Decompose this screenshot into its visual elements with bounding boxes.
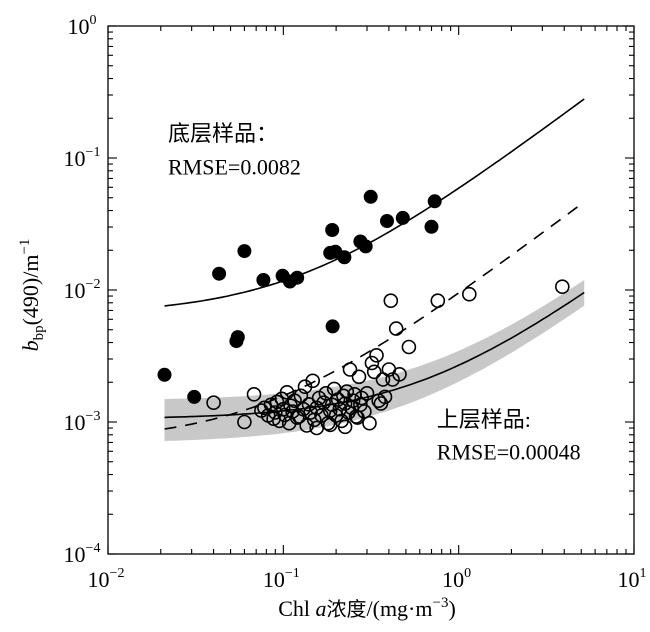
bottom-sample-point [290,270,305,285]
top-sample-point [342,362,358,377]
annotations-layer: 底层样品： RMSE=0.0082 上层样品: RMSE=0.00048 [168,121,581,465]
y-axis-label: bbp(490)/m−1 [17,239,47,352]
plot-frame [107,25,635,555]
bottom-sample-point [212,266,227,281]
top-sample-point [237,414,252,430]
bottom-sample-point [157,367,172,382]
fit-curve-0-solid [164,98,585,307]
bottom-sample-point [427,194,442,209]
top-sample-point [388,321,404,336]
top-sample-point [337,419,353,435]
x-tick-label: 10−1 [263,566,300,592]
top-sample-point [322,417,338,433]
bottom-sample-label: 底层样品： [168,121,278,146]
top-sample-point [364,355,380,371]
data-points-layer [157,189,570,436]
top-sample-point [362,415,377,431]
fit-curve-1-dashed [164,201,585,430]
top-sample-point [350,410,365,425]
x-tick-label: 10−2 [88,566,125,592]
bottom-sample-point [358,239,373,254]
x-tick-label: 100 [442,566,471,592]
top-sample-label: 上层样品: [437,407,531,432]
bottom-sample-point [256,273,271,287]
x-tick-label: 101 [618,566,647,592]
axis-ticks-layer [107,25,635,555]
y-tick-label: 100 [68,13,97,39]
y-tick-label: 10−2 [64,277,101,303]
top-sample-point [345,393,361,409]
x-axis-label: Chl a浓度/(mg·m−3) [278,595,456,621]
top-sample-rmse: RMSE=0.00048 [437,440,581,465]
top-sample-point [377,389,393,405]
bottom-sample-point [395,210,410,225]
top-sample-point [359,385,375,401]
top-sample-point [246,386,262,402]
bottom-sample-point [237,244,252,259]
y-tick-label: 10−1 [64,145,101,171]
top-sample-point [275,401,291,417]
top-sample-point [354,390,370,406]
top-sample-point [430,293,446,309]
top-sample-point [309,420,325,436]
top-sample-point [301,397,317,412]
bottom-sample-point [337,250,352,265]
top-sample-point [392,366,407,382]
top-sample-point [554,279,570,295]
top-sample-point [267,405,283,420]
top-sample-point [279,384,295,400]
bottom-sample-point [230,330,245,345]
bottom-sample-point [187,389,202,404]
tick-labels-layer: 10−2 10−1 100 101 10−4 10−3 10−2 10−1 100 [64,13,647,592]
top-sample-point [369,347,384,363]
top-sample-point [206,395,221,411]
bottom-sample-point [380,214,394,228]
y-tick-label: 10−3 [64,409,101,435]
bottom-sample-point [363,189,378,204]
y-tick-label: 10−4 [64,541,101,567]
top-sample-point [293,388,309,404]
top-sample-point [366,364,382,380]
bottom-sample-point [325,223,340,237]
top-sample-point [318,385,334,401]
bottom-sample-point [424,219,439,234]
bottom-sample-point [325,319,340,334]
top-sample-point [305,373,321,389]
top-sample-point [351,369,367,385]
top-sample-point [401,339,417,355]
top-sample-point [383,293,399,309]
top-sample-point [461,286,477,302]
bottom-sample-rmse: RMSE=0.0082 [168,155,301,180]
